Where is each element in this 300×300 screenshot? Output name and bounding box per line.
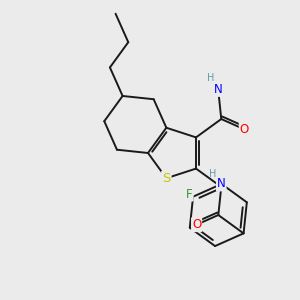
Text: N: N bbox=[214, 83, 223, 96]
Text: N: N bbox=[217, 178, 226, 190]
Text: H: H bbox=[207, 74, 214, 83]
Text: S: S bbox=[162, 172, 170, 185]
Text: O: O bbox=[240, 123, 249, 136]
Text: O: O bbox=[192, 218, 201, 231]
Text: F: F bbox=[186, 188, 193, 201]
Text: H: H bbox=[209, 169, 216, 178]
